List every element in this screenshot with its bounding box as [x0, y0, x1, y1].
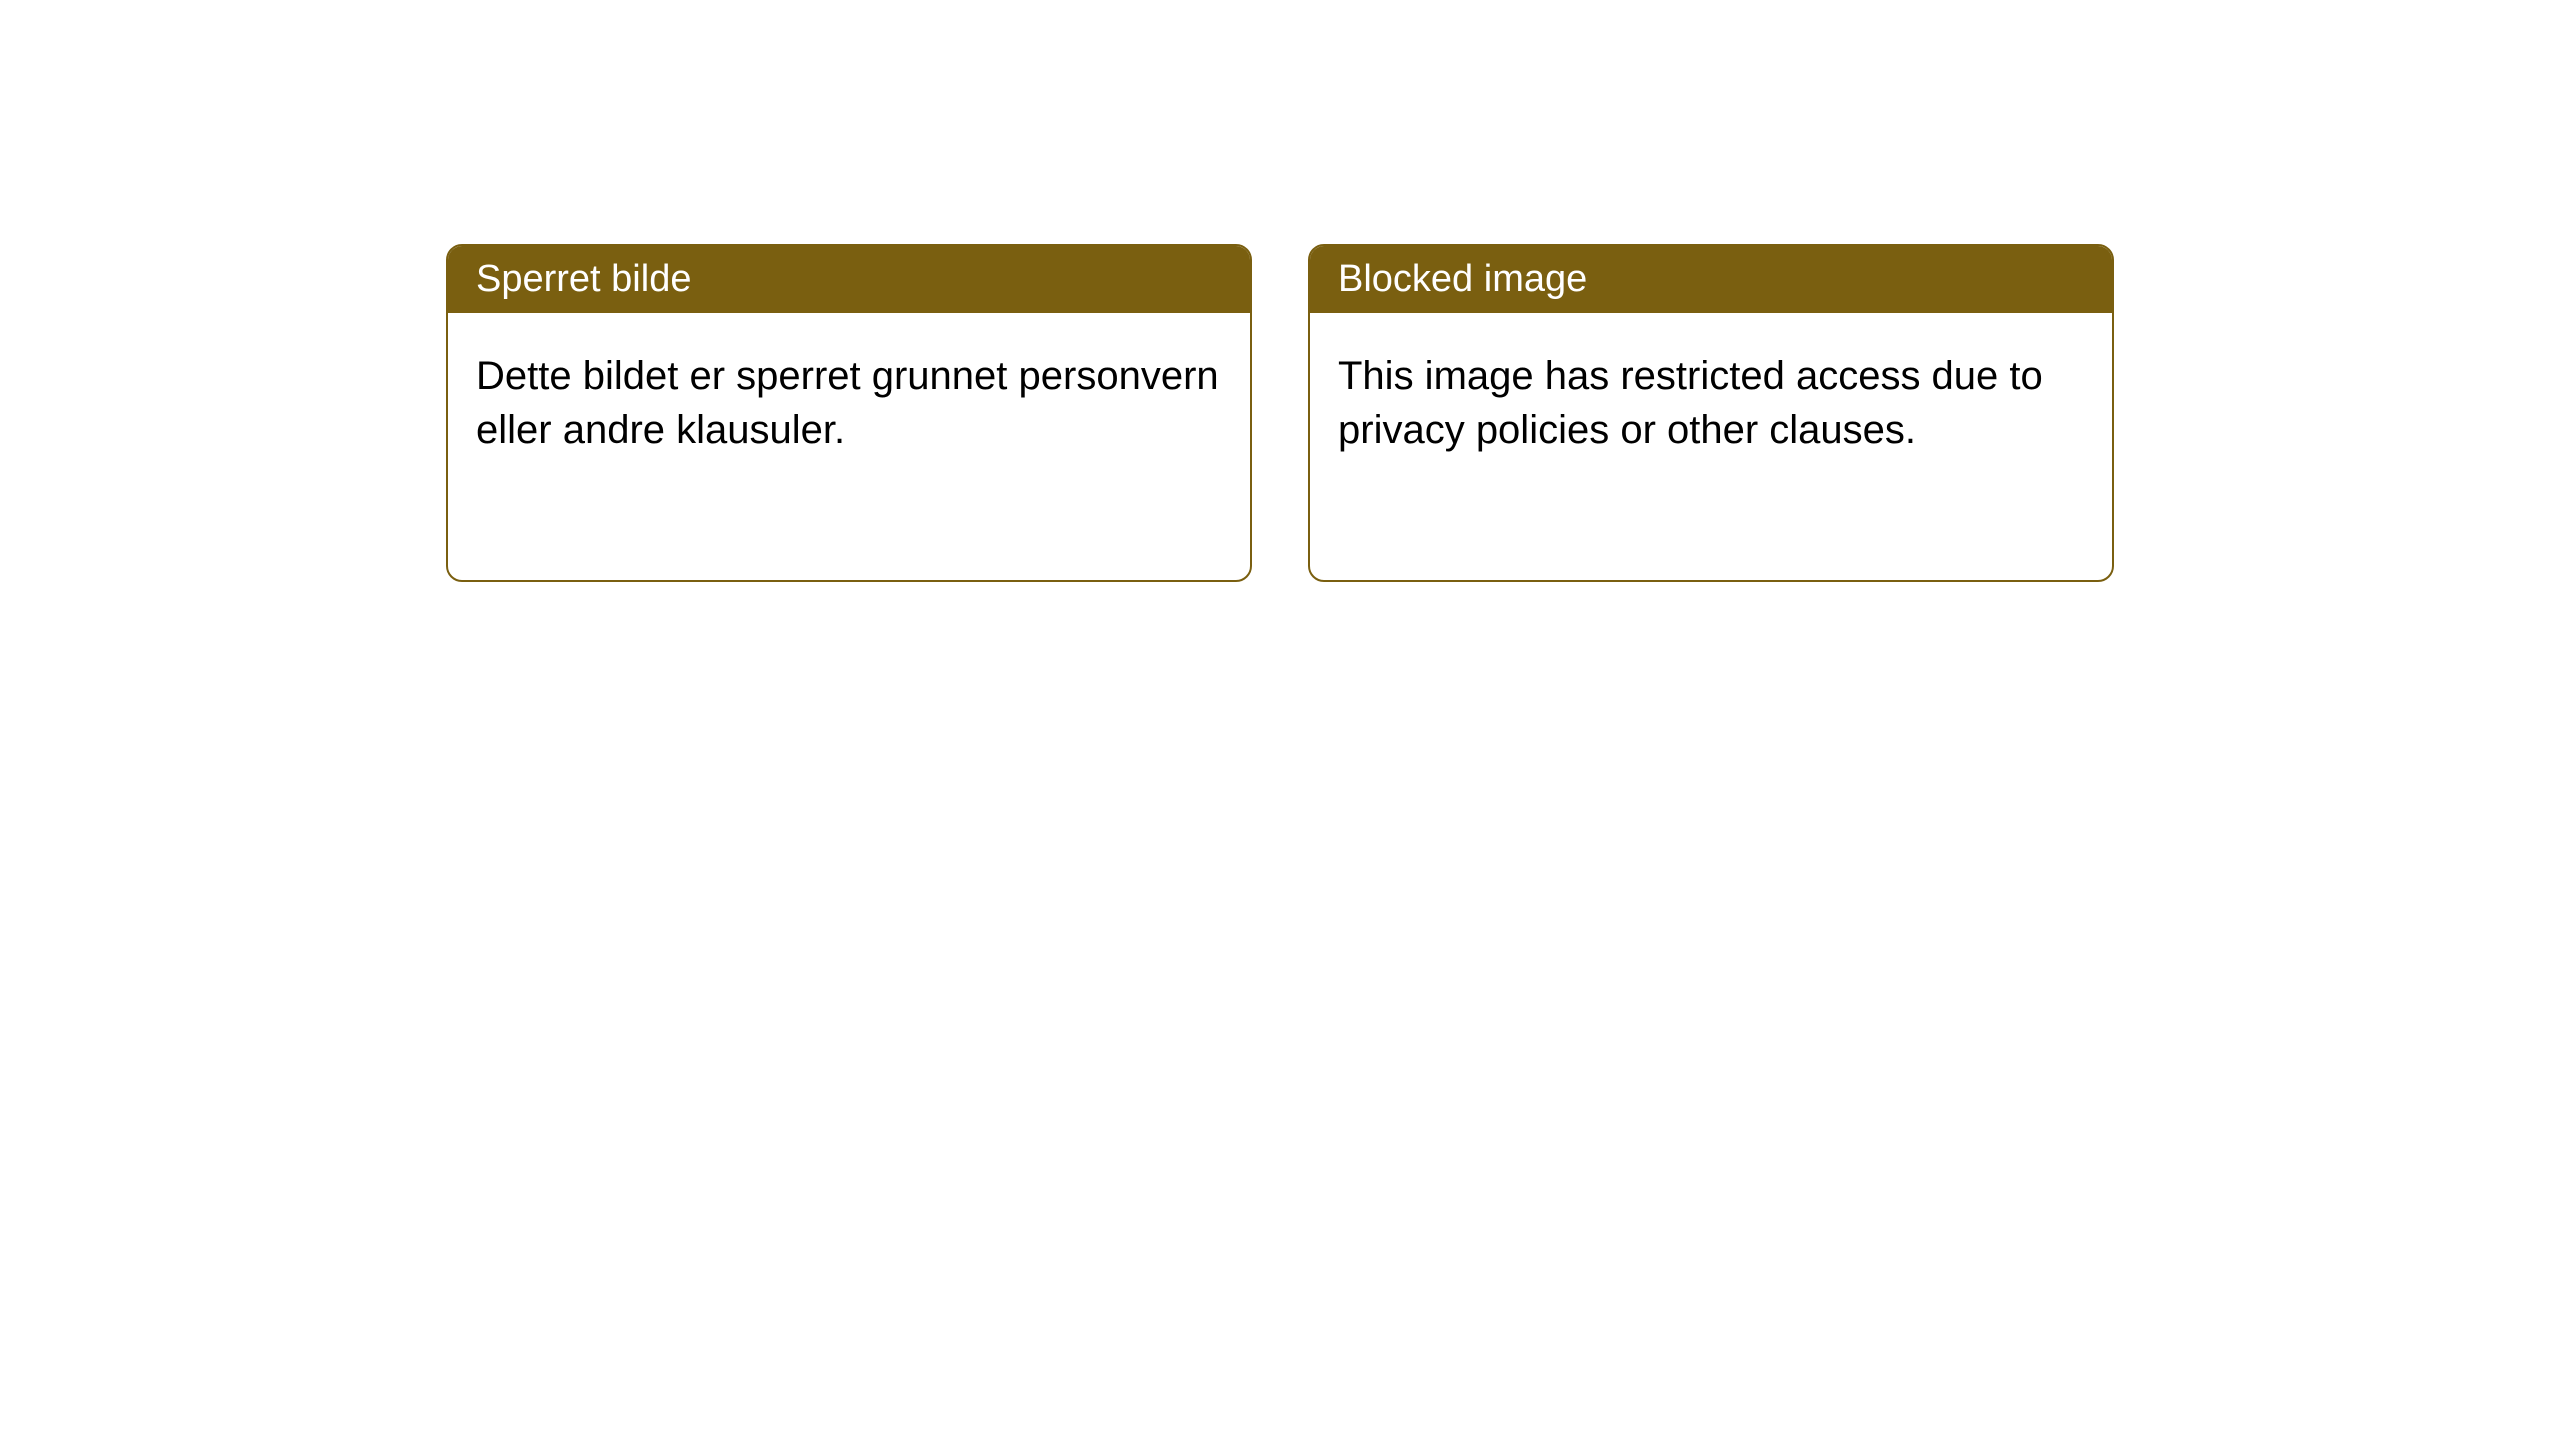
card-norwegian: Sperret bilde Dette bildet er sperret gr… [446, 244, 1252, 582]
card-header-english: Blocked image [1310, 246, 2112, 313]
card-title-norwegian: Sperret bilde [476, 258, 691, 300]
card-english: Blocked image This image has restricted … [1308, 244, 2114, 582]
card-text-norwegian: Dette bildet er sperret grunnet personve… [476, 354, 1219, 452]
card-body-norwegian: Dette bildet er sperret grunnet personve… [448, 313, 1250, 493]
cards-container: Sperret bilde Dette bildet er sperret gr… [446, 244, 2114, 582]
card-text-english: This image has restricted access due to … [1338, 354, 2043, 452]
card-title-english: Blocked image [1338, 258, 1587, 300]
card-body-english: This image has restricted access due to … [1310, 313, 2112, 493]
card-header-norwegian: Sperret bilde [448, 246, 1250, 313]
